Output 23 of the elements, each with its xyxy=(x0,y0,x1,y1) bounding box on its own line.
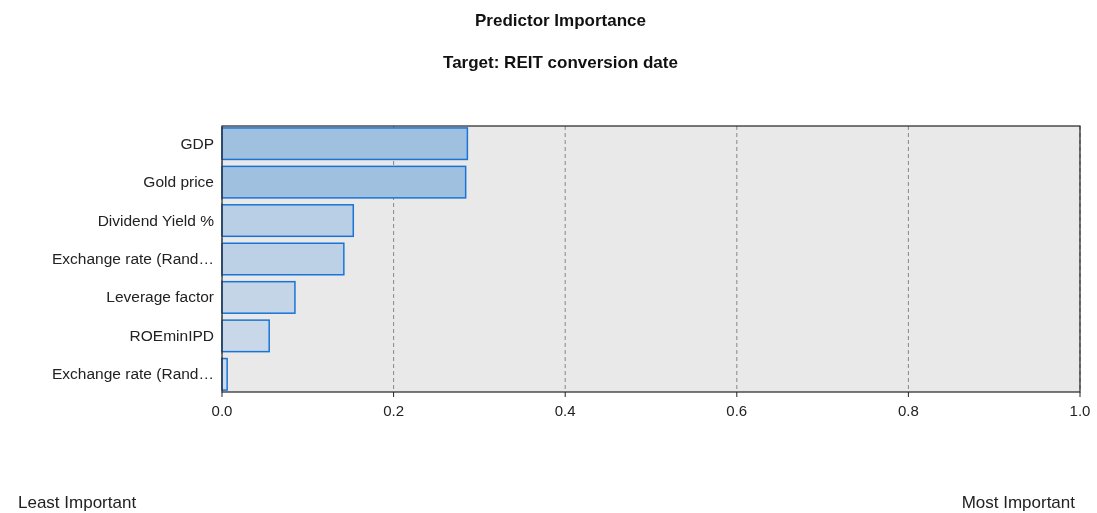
chart-title: Predictor Importance xyxy=(475,11,646,30)
chart-subtitle: Target: REIT conversion date xyxy=(443,53,678,72)
y-tick-label: Dividend Yield % xyxy=(97,211,215,229)
y-tick-label: Leverage factor xyxy=(106,288,214,306)
x-tick-label: 0.2 xyxy=(383,402,405,419)
bar xyxy=(221,242,345,276)
x-tick-label: 0.8 xyxy=(897,402,919,419)
y-tick-label: ROEminIPD xyxy=(129,326,214,344)
x-tick-label: 0.0 xyxy=(211,402,233,419)
y-tick-label: Exchange rate (Rand… xyxy=(52,365,214,383)
text: Most Important xyxy=(961,493,1076,512)
x-tick-label: 0.6 xyxy=(726,402,748,419)
x-tick-label: 1.0 xyxy=(1069,402,1091,419)
y-tick-label: Gold price xyxy=(143,173,214,191)
text: Least Important xyxy=(18,493,137,512)
bar xyxy=(221,127,469,161)
bar xyxy=(221,319,270,353)
y-tick-label: Exchange rate (Rand… xyxy=(52,250,214,267)
x-tick-label: 0.4 xyxy=(554,402,576,419)
bar xyxy=(221,165,467,199)
bar xyxy=(221,280,296,314)
y-tick-label: GDP xyxy=(180,134,214,152)
bar xyxy=(221,204,355,238)
